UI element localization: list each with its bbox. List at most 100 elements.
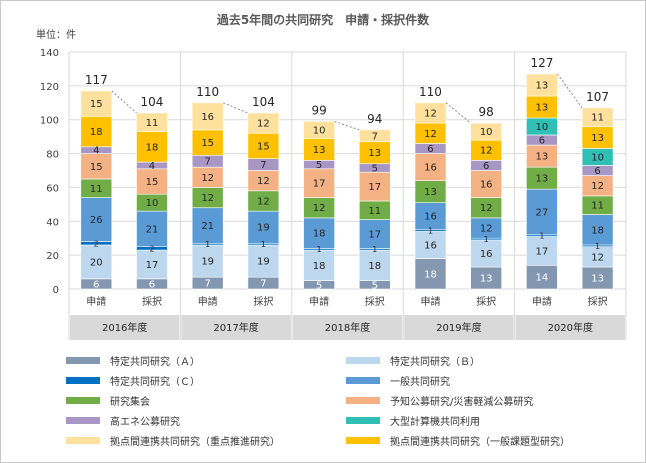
bar-segment: [80, 153, 113, 180]
segment-value-label: 15: [90, 99, 103, 110]
segment-value-label: 18: [591, 225, 604, 236]
segment-value-label: 5: [316, 160, 322, 171]
legend-label: 特定共同研究（Ｃ）: [110, 376, 200, 388]
segment-value-label: 19: [257, 257, 270, 268]
bar-segment: [470, 239, 502, 268]
segment-value-label: 2: [149, 244, 154, 253]
group-label: 2016年度: [102, 321, 147, 334]
bar-total-label: 104: [252, 95, 275, 109]
bar-segment: [303, 168, 335, 198]
segment-value-label: 12: [424, 129, 437, 140]
segment-value-label: 18: [90, 127, 103, 138]
bar-segment: [414, 258, 447, 290]
bar-segment: [191, 129, 224, 156]
bar-total-label: 94: [367, 112, 382, 126]
unit-label: 単位：件: [36, 28, 76, 41]
legend-label: 予知公募研究/災害軽減公募研究: [390, 396, 534, 408]
bar-segment: [80, 90, 113, 117]
bar-segment: [414, 231, 447, 259]
segment-value-label: 10: [146, 198, 159, 209]
segment-value-label: 7: [205, 157, 211, 168]
legend-swatch: [66, 356, 100, 364]
segment-value-label: 6: [427, 144, 433, 155]
segment-value-label: 12: [257, 119, 270, 130]
bar-total-label: 107: [586, 90, 609, 104]
segment-value-label: 11: [90, 184, 103, 195]
segment-value-label: 1: [539, 232, 544, 241]
bar-segment: [470, 122, 502, 141]
legend-swatch: [346, 396, 380, 404]
segment-value-label: 13: [313, 145, 326, 156]
segment-value-label: 12: [480, 203, 493, 214]
bar-total-label: 98: [479, 105, 494, 119]
segment-value-label: 6: [483, 161, 489, 172]
segment-value-label: 15: [90, 162, 103, 173]
chart-title: 過去5年間の共同研究 申請・採択件数: [216, 12, 430, 27]
legend-item: 拠点間連携共同研究（重点推進研究）: [66, 432, 280, 448]
legend-item: 高エネ公募研究: [66, 412, 180, 428]
legend: 特定共同研究（Ａ） 特定共同研究（Ｂ） 特定共同研究（Ｃ） 一般共同研究 研究集会 予知公…: [66, 350, 626, 455]
legend-item: 特定共同研究（Ｂ）: [346, 352, 480, 368]
bar-total-label: 99: [311, 103, 326, 117]
bar-segment: [358, 249, 391, 281]
segment-value-label: 18: [313, 229, 326, 240]
bar-segment: [247, 244, 280, 278]
bar-total-label: 104: [141, 95, 164, 109]
segment-value-label: 12: [257, 196, 270, 207]
x-category-label: 採択: [253, 295, 273, 308]
segment-value-label: 26: [90, 215, 103, 226]
segment-value-label: 21: [201, 221, 214, 232]
segment-value-label: 16: [480, 180, 493, 191]
segment-value-label: 1: [484, 235, 489, 244]
segment-value-label: 12: [591, 181, 604, 192]
bar-segment: [526, 73, 558, 97]
segment-value-label: 17: [536, 246, 549, 257]
segment-value-label: 6: [539, 136, 545, 147]
bar-segment: [80, 244, 113, 280]
group-label: 2017年度: [213, 321, 258, 334]
legend-swatch: [346, 376, 380, 384]
bar-segment: [303, 121, 335, 139]
bar-connector-line: [556, 73, 583, 109]
y-tick-label: 20: [46, 251, 59, 262]
segment-value-label: 16: [201, 112, 214, 123]
bar-connector-line: [111, 90, 137, 114]
segment-value-label: 13: [536, 103, 549, 114]
bar-segment: [191, 207, 224, 244]
legend-swatch: [66, 396, 100, 404]
segment-value-label: 18: [313, 261, 326, 272]
legend-item: 拠点間連携共同研究（一般課題型研究）: [346, 432, 570, 448]
x-category-label: 採択: [476, 295, 496, 308]
y-tick-label: 120: [40, 82, 59, 93]
segment-value-label: 12: [480, 224, 493, 235]
segment-value-label: 12: [480, 146, 493, 157]
segment-value-label: 7: [205, 279, 211, 290]
y-tick-label: 80: [46, 150, 59, 161]
segment-value-label: 16: [424, 240, 437, 251]
legend-swatch: [66, 416, 100, 424]
segment-value-label: 17: [313, 179, 326, 190]
segment-value-label: 5: [372, 163, 378, 174]
segment-value-label: 19: [257, 223, 270, 234]
legend-label: 拠点間連携共同研究（一般課題型研究）: [390, 436, 570, 448]
bar-segment: [303, 217, 335, 249]
x-category-label: 申請: [532, 295, 552, 308]
segment-value-label: 15: [146, 177, 159, 188]
legend-label: 特定共同研究（Ａ）: [110, 356, 200, 368]
bar-segment: [136, 131, 168, 163]
legend-swatch: [346, 356, 380, 364]
segment-value-label: 4: [149, 161, 155, 172]
segment-value-label: 13: [536, 81, 549, 92]
segment-value-label: 12: [424, 108, 437, 119]
segment-value-label: 1: [428, 227, 433, 236]
segment-value-label: 2: [94, 239, 99, 248]
segment-value-label: 12: [591, 252, 604, 263]
group-band: [181, 315, 291, 340]
segment-value-label: 12: [257, 176, 270, 187]
segment-value-label: 11: [591, 201, 604, 212]
legend-label: 大型計算機共同利用: [390, 416, 480, 428]
x-category-label: 申請: [309, 295, 329, 308]
segment-value-label: 27: [536, 207, 549, 218]
segment-value-label: 13: [591, 273, 604, 284]
legend-item: 大型計算機共同利用: [346, 412, 480, 428]
